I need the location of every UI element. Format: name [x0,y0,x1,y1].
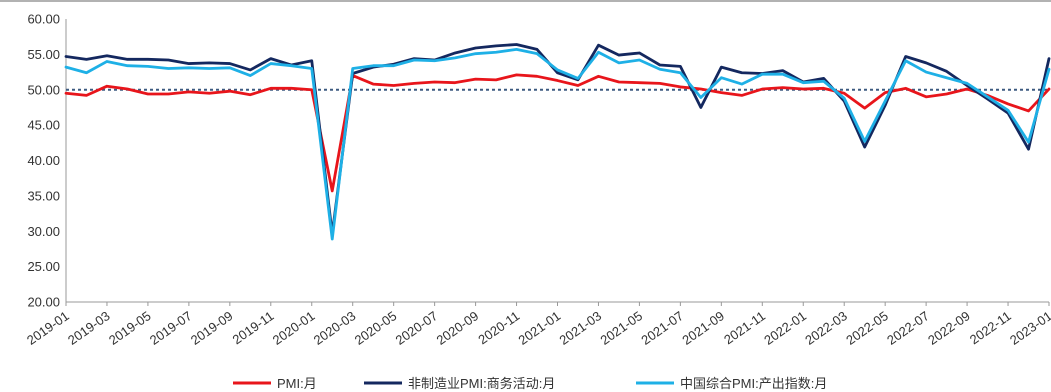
legend: PMI:月 非制造业PMI:商务活动:月 中国综合PMI:产出指数:月 [233,376,827,391]
y-tick-label: 25.00 [27,259,60,274]
x-tick-label: 2020-01 [270,308,318,348]
x-tick-label: 2019-11 [230,308,277,347]
x-tick-label: 2020-09 [434,308,482,348]
series-group [64,43,1051,241]
y-tick-label: 55.00 [27,47,60,62]
x-tick-label: 2022-03 [802,308,850,348]
x-tick-label: 2020-05 [352,308,400,348]
x-tick-label: 2021-11 [721,308,768,347]
x-axis-ticks: 2019-012019-032019-052019-072019-092019-… [24,302,1051,348]
x-tick-label: 2021-03 [556,308,604,348]
x-tick-label: 2022-01 [761,308,809,348]
x-tick-label: 2020-11 [475,308,522,347]
x-tick-label: 2021-09 [679,308,727,348]
x-tick-label: 2022-09 [925,308,973,348]
y-tick-label: 40.00 [27,153,60,168]
series-line-3 [64,48,1051,241]
x-tick-label: 2021-01 [516,308,564,348]
series-line-2 [64,43,1051,236]
legend-label-1: PMI:月 [277,376,317,391]
x-tick-label: 2019-07 [147,308,195,348]
legend-label-3: 中国综合PMI:产出指数:月 [680,376,827,391]
y-tick-label: 20.00 [27,295,60,310]
x-tick-label: 2019-09 [188,308,236,348]
y-tick-label: 45.00 [27,118,60,133]
x-tick-label: 2022-11 [967,308,1014,347]
y-tick-label: 30.00 [27,224,60,239]
series-line-1 [64,73,1051,193]
x-tick-label: 2020-03 [311,308,359,348]
y-tick-label: 35.00 [27,188,60,203]
y-tick-label: 60.00 [27,12,60,27]
x-tick-label: 2019-05 [106,308,154,348]
x-tick-label: 2021-07 [638,308,686,348]
x-tick-label: 2021-05 [597,308,645,348]
x-tick-label: 2020-07 [393,308,441,348]
legend-label-2: 非制造业PMI:商务活动:月 [408,376,555,391]
y-axis-ticks: 20.00 25.00 30.00 35.00 40.00 45.00 50.00 55.00… [27,12,60,310]
x-tick-label: 2023-01 [1007,308,1051,348]
x-tick-label: 2019-01 [24,308,72,348]
x-tick-label: 2022-07 [884,308,932,348]
y-tick-label: 50.00 [27,82,60,97]
x-tick-label: 2019-03 [65,308,113,348]
x-tick-label: 2022-05 [843,308,891,348]
